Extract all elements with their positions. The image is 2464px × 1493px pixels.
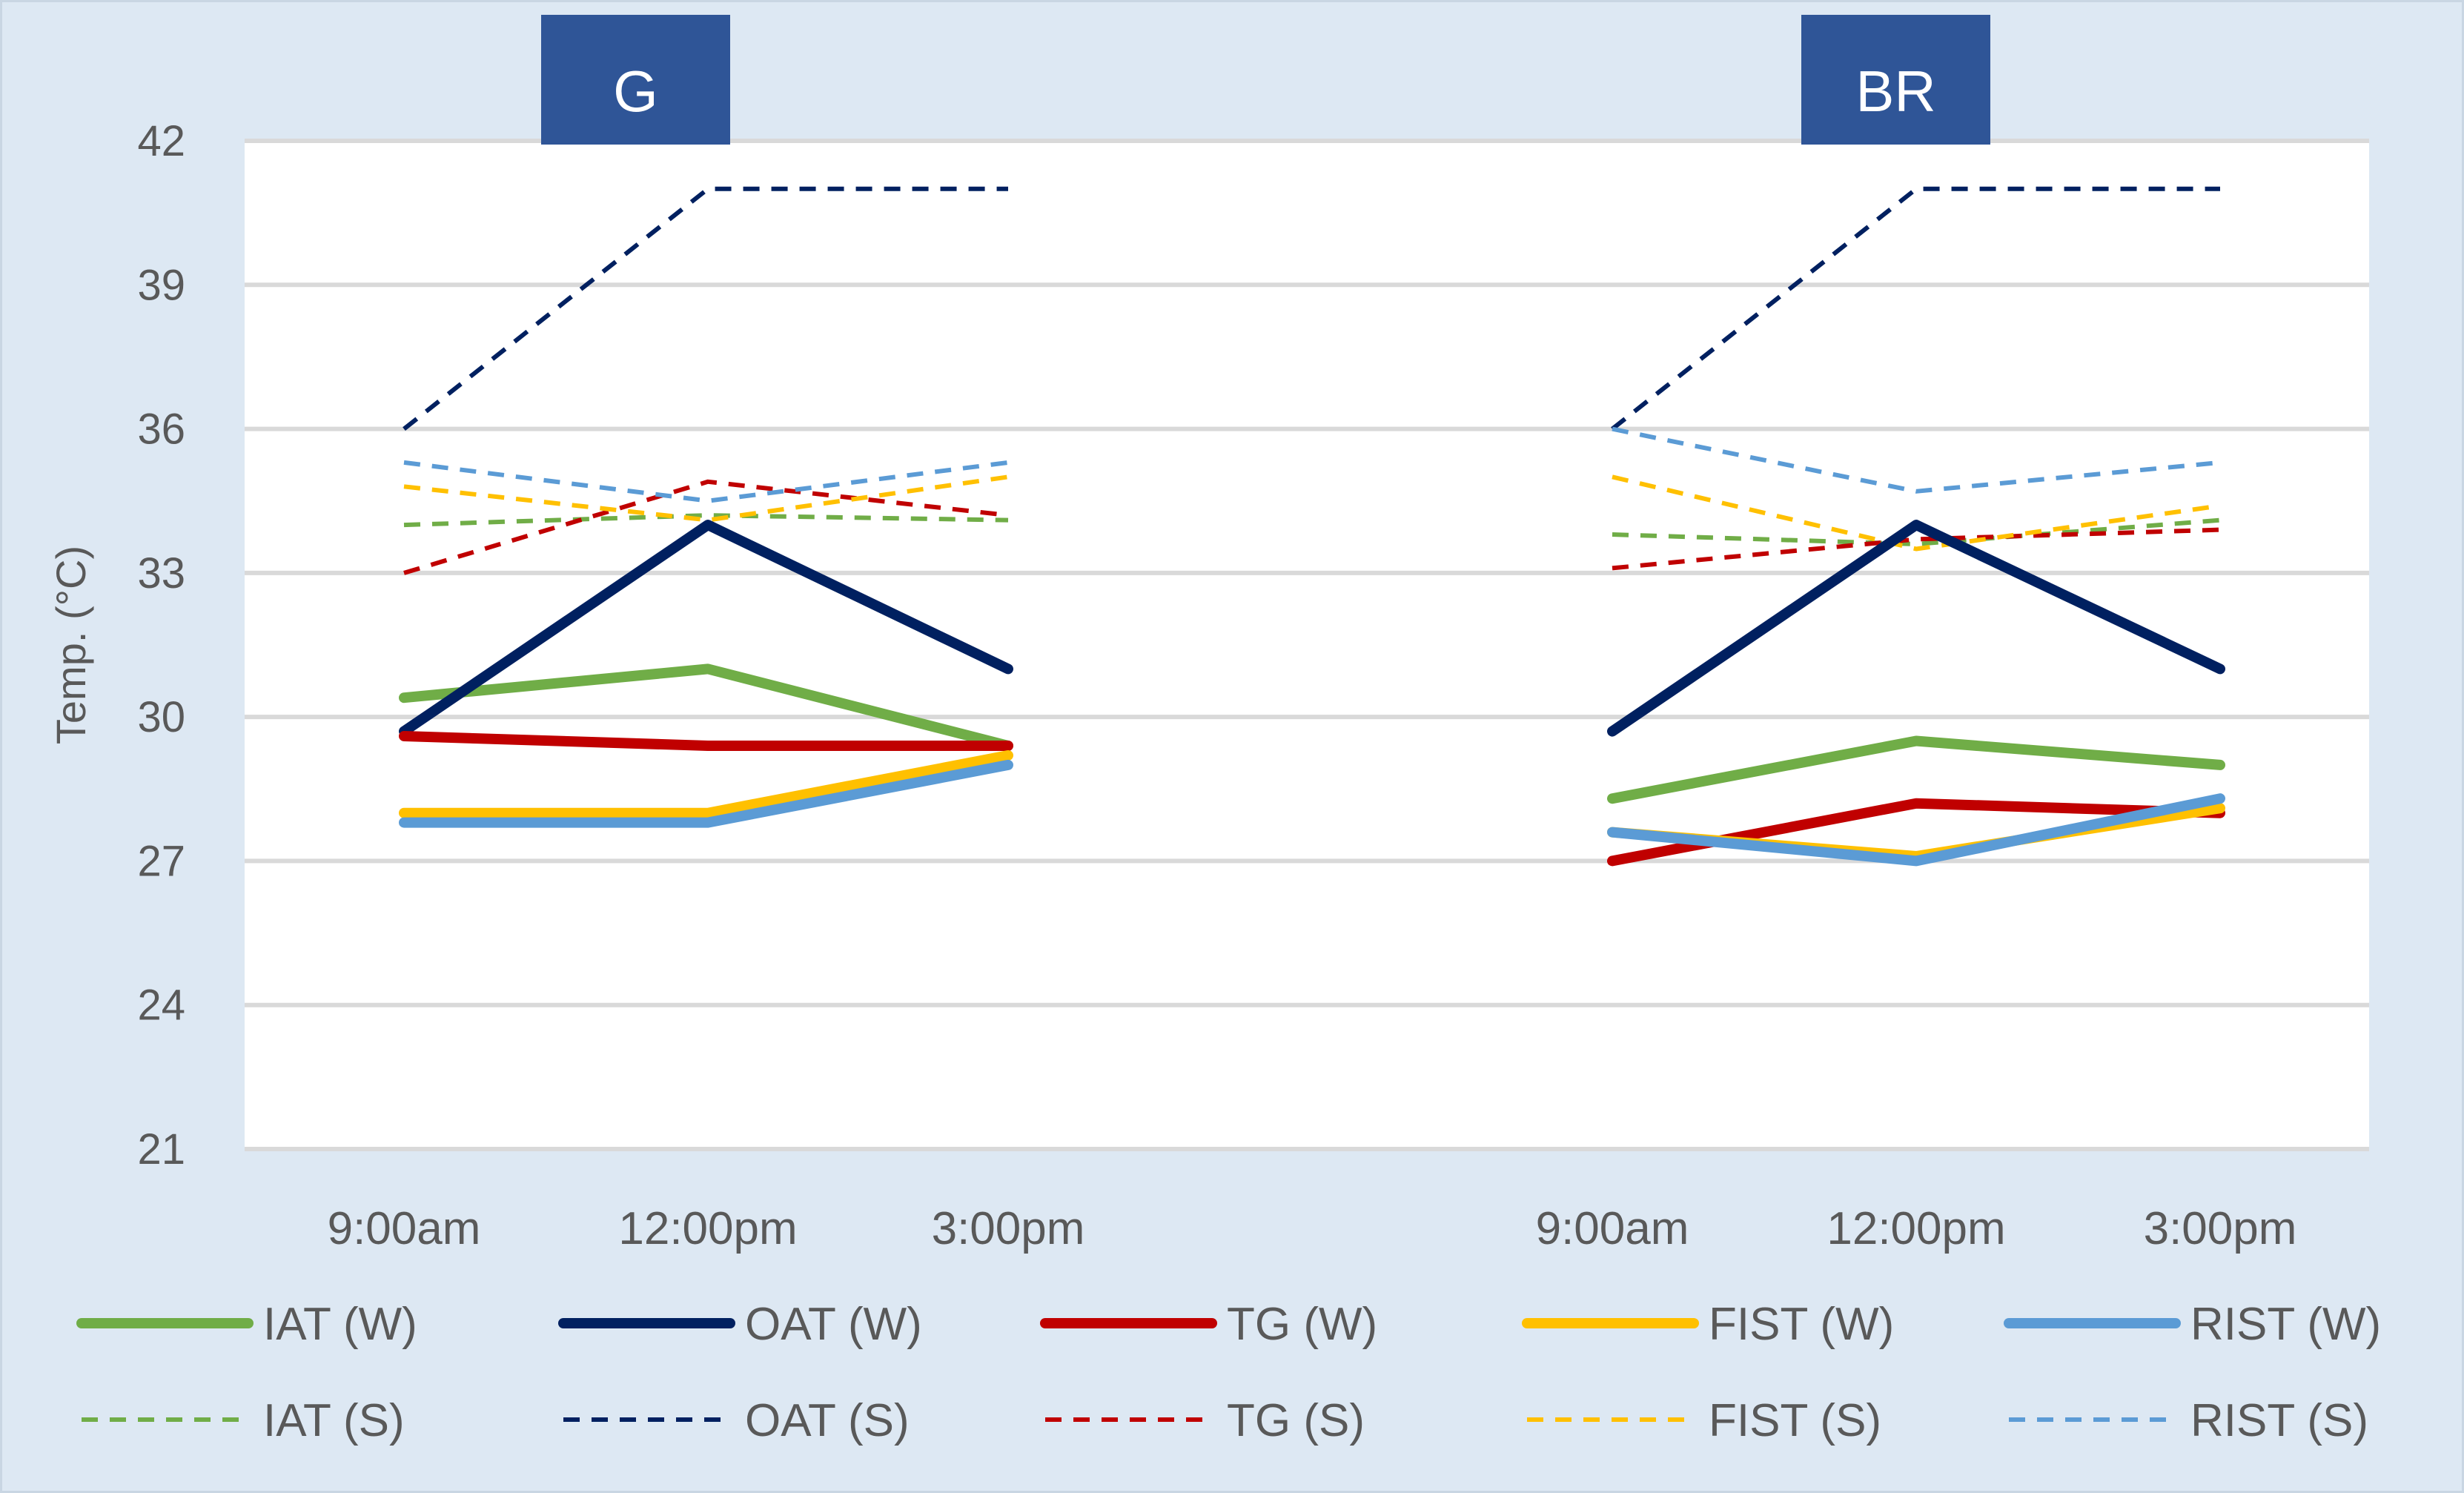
legend-item-iat-w: IAT (W) [76, 1299, 417, 1350]
x-tick-label-br-3-00pm: 3:00pm [2144, 1203, 2297, 1254]
series-line-g-iat-w [399, 663, 1013, 751]
panel-header-br [1801, 15, 1990, 145]
panel-header-g [541, 15, 730, 145]
series-line-br-iat-w [1607, 735, 2225, 804]
panel-title-g: G [613, 59, 658, 124]
legend-item-rist-w: RIST (W) [2004, 1299, 2381, 1350]
legend-label-tg-w: TG (W) [1227, 1299, 1377, 1350]
series-line-g-rist-s [403, 460, 1009, 503]
series-line-g-fist-w [399, 750, 1013, 818]
legend-label-rist-w: RIST (W) [2190, 1299, 2381, 1350]
x-tick-label-g-3-00pm: 3:00pm [932, 1203, 1085, 1254]
series-line-br-rist-w [1607, 793, 2225, 867]
x-tick-label-g-12-00pm: 12:00pm [618, 1203, 797, 1254]
y-tick-label-36: 36 [137, 405, 185, 454]
panel-g: G 9:00am 12:00pm 3:00pm [328, 15, 1085, 1254]
series-line-g-tg-w [399, 731, 1013, 751]
legend-item-tg-s: TG (S) [1045, 1395, 1365, 1446]
legend-label-fist-s: FIST (S) [1709, 1395, 1881, 1446]
legend-item-fist-w: FIST (W) [1522, 1299, 1894, 1350]
panel-title-br: BR [1855, 59, 1935, 124]
legend-label-oat-s: OAT (S) [745, 1395, 910, 1446]
chart-panels: G 9:00am 12:00pm 3:00pm BR 9:00am 12:00pm 3:00p… [328, 15, 2297, 1254]
series-line-br-fist-s [1612, 474, 2221, 552]
y-tick-label-21: 21 [137, 1125, 185, 1173]
y-tick-label-27: 27 [137, 837, 185, 885]
series-line-br-tg-s [1612, 527, 2221, 571]
y-axis-ticks: 21 24 27 30 33 36 39 42 [137, 117, 185, 1173]
legend-item-iat-s: IAT (S) [82, 1395, 405, 1446]
series-line-g-fist-s [403, 474, 1009, 523]
legend-item-oat-s: OAT (S) [563, 1395, 910, 1446]
y-tick-label-24: 24 [137, 981, 185, 1030]
x-tick-label-g-9-00am: 9:00am [328, 1203, 481, 1254]
legend-item-tg-w: TG (W) [1040, 1299, 1377, 1350]
series-line-br-oat-w [1607, 520, 2225, 737]
legend-item-rist-s: RIST (S) [2009, 1395, 2368, 1446]
legend-label-tg-s: TG (S) [1227, 1395, 1365, 1446]
legend: IAT (W) OAT (W) TG (W) FIST (W) RIST (W) IAT … [76, 1299, 2381, 1446]
legend-label-iat-w: IAT (W) [263, 1299, 417, 1350]
series-line-g-rist-w [399, 759, 1013, 828]
legend-label-rist-s: RIST (S) [2190, 1395, 2368, 1446]
legend-label-fist-w: FIST (W) [1709, 1299, 1894, 1350]
legend-label-iat-s: IAT (S) [263, 1395, 405, 1446]
panel-br: BR 9:00am 12:00pm 3:00pm [1536, 15, 2297, 1254]
series-line-br-rist-s [1612, 426, 2221, 494]
plot-area [245, 141, 2369, 1149]
y-tick-label-33: 33 [137, 549, 185, 597]
series-line-g-oat-w [399, 520, 1013, 737]
y-axis-label: Temp. (°C) [47, 546, 94, 744]
legend-label-oat-w: OAT (W) [745, 1299, 922, 1350]
y-tick-label-39: 39 [137, 261, 185, 309]
y-tick-label-30: 30 [137, 693, 185, 741]
series-line-br-iat-s [1612, 517, 2221, 546]
x-tick-label-br-9-00am: 9:00am [1536, 1203, 1689, 1254]
x-tick-label-br-12-00pm: 12:00pm [1827, 1203, 2005, 1254]
series-line-g-tg-s [403, 479, 1009, 575]
y-tick-label-42: 42 [137, 117, 185, 165]
legend-item-fist-s: FIST (S) [1527, 1395, 1881, 1446]
legend-item-oat-w: OAT (W) [558, 1299, 922, 1350]
